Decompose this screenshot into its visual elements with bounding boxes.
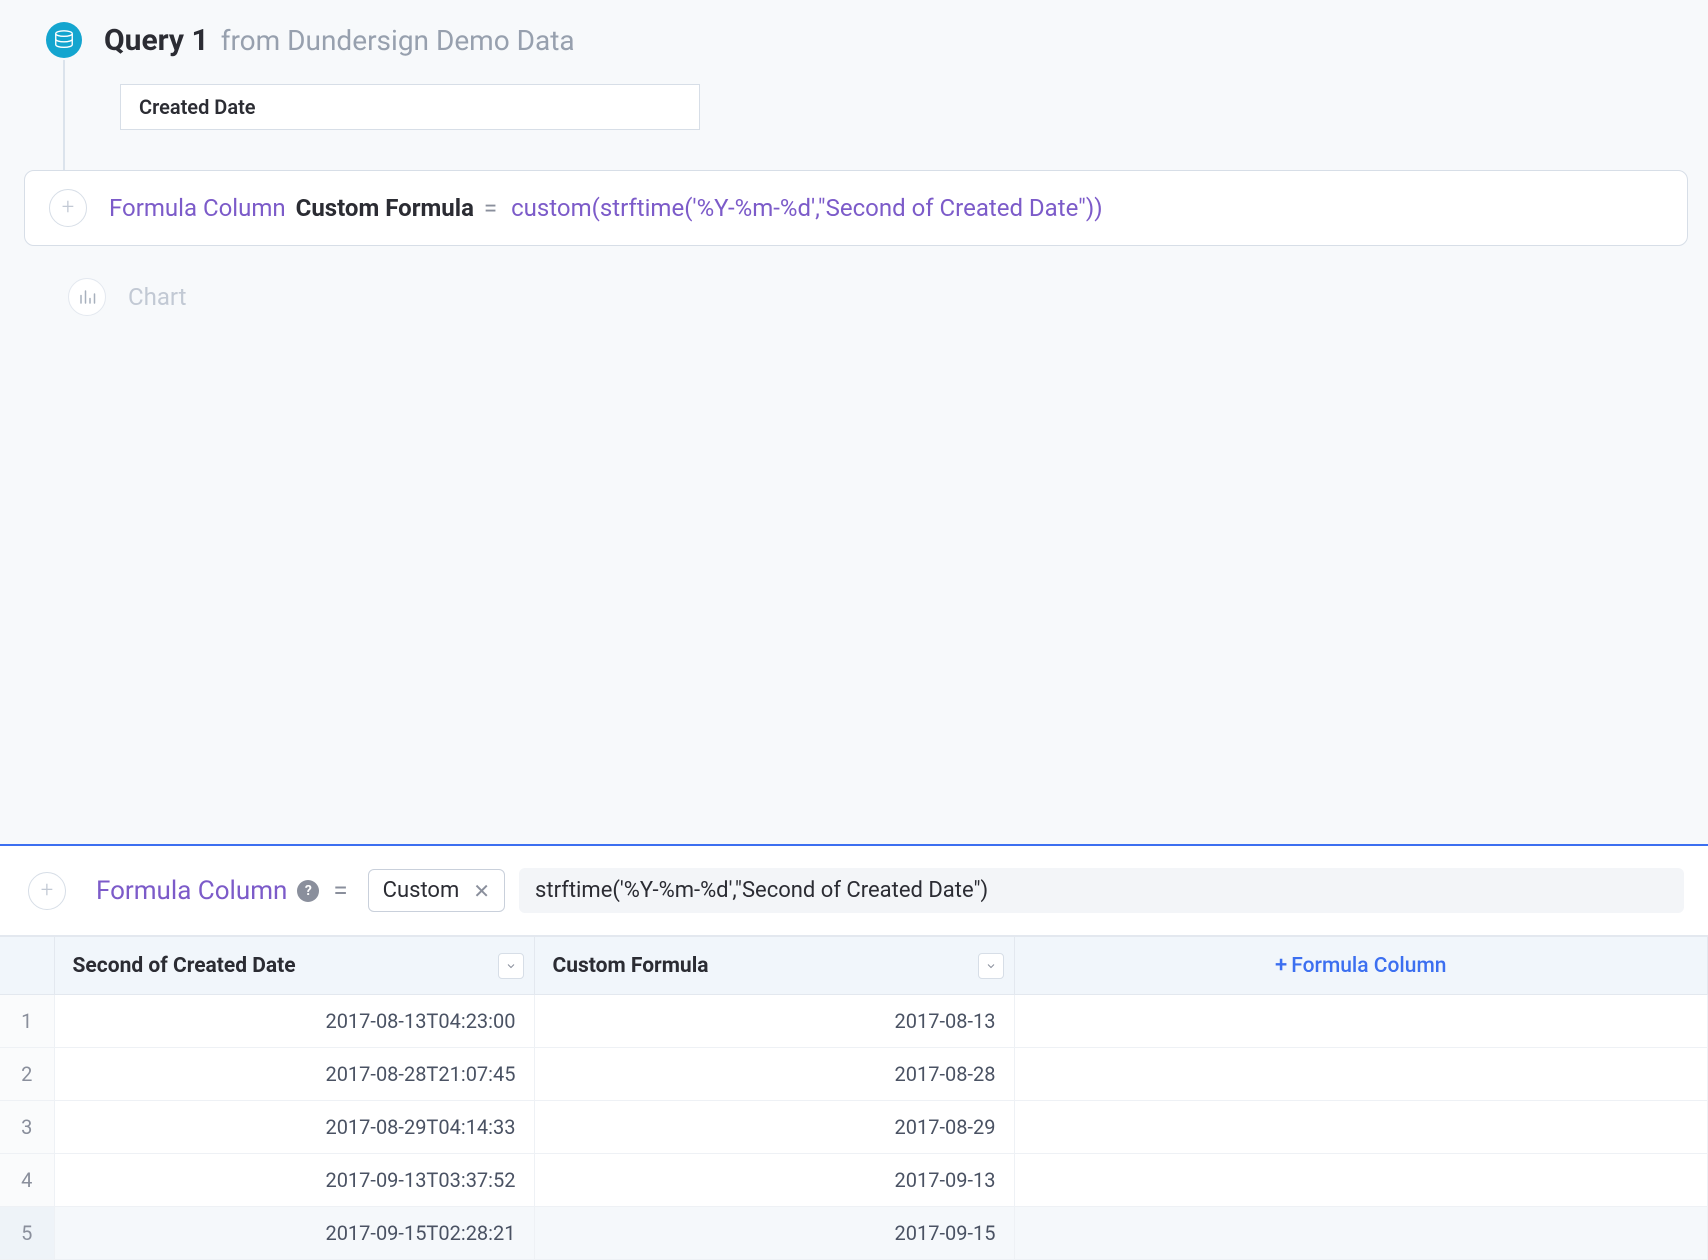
table-row[interactable]: 12017-08-13T04:23:002017-08-13: [0, 995, 1708, 1048]
chart-icon: [68, 278, 106, 316]
column-header-second[interactable]: Second of Created Date: [54, 937, 534, 995]
add-formula-button[interactable]: +: [49, 189, 87, 227]
close-icon[interactable]: ✕: [473, 879, 490, 903]
row-number: 2: [0, 1048, 54, 1101]
row-number: 3: [0, 1101, 54, 1154]
results-panel: + Formula Column ? = Custom ✕ Second of …: [0, 844, 1708, 1260]
editor-formula-label: Formula Column: [96, 876, 287, 906]
column-header-custom[interactable]: Custom Formula: [534, 937, 1014, 995]
cell-blank: [1014, 1101, 1708, 1154]
formula-column-label: Formula Column: [109, 194, 286, 222]
function-chip-custom[interactable]: Custom ✕: [368, 869, 505, 912]
help-icon[interactable]: ?: [297, 880, 319, 902]
chevron-down-icon[interactable]: [978, 953, 1004, 979]
expression-input-wrap[interactable]: [519, 868, 1684, 913]
cell-second[interactable]: 2017-08-28T21:07:45: [54, 1048, 534, 1101]
cell-custom[interactable]: 2017-09-13: [534, 1154, 1014, 1207]
row-number: 4: [0, 1154, 54, 1207]
row-number: 1: [0, 995, 54, 1048]
plus-icon: +: [41, 880, 53, 902]
selected-column-pill[interactable]: Created Date: [120, 84, 700, 130]
cell-second[interactable]: 2017-08-29T04:14:33: [54, 1101, 534, 1154]
query-header: Query 1 from Dundersign Demo Data: [46, 22, 1680, 58]
table-row[interactable]: 32017-08-29T04:14:332017-08-29: [0, 1101, 1708, 1154]
query-from-label: from Dundersign Demo Data: [221, 24, 575, 57]
database-icon[interactable]: [46, 22, 82, 58]
plus-icon: +: [62, 197, 74, 219]
cell-second[interactable]: 2017-08-13T04:23:00: [54, 995, 534, 1048]
cell-second[interactable]: 2017-09-13T03:37:52: [54, 1154, 534, 1207]
query-builder-area: Query 1 from Dundersign Demo Data Create…: [0, 0, 1708, 316]
cell-custom[interactable]: 2017-09-15: [534, 1207, 1014, 1260]
plus-icon: +: [1275, 953, 1287, 978]
add-formula-column-button[interactable]: +Formula Column: [1014, 937, 1708, 995]
cell-blank: [1014, 1207, 1708, 1260]
expression-input[interactable]: [535, 878, 1668, 903]
row-number: 5: [0, 1207, 54, 1260]
table-row[interactable]: 22017-08-28T21:07:452017-08-28: [0, 1048, 1708, 1101]
cell-blank: [1014, 995, 1708, 1048]
query-title[interactable]: Query 1: [104, 23, 209, 58]
cell-blank: [1014, 1048, 1708, 1101]
cell-second[interactable]: 2017-09-15T02:28:21: [54, 1207, 534, 1260]
table-row[interactable]: 52017-09-15T02:28:212017-09-15: [0, 1207, 1708, 1260]
formula-editor-row: + Formula Column ? = Custom ✕: [0, 846, 1708, 936]
cell-custom[interactable]: 2017-08-28: [534, 1048, 1014, 1101]
selected-column-row: Created Date: [120, 84, 1680, 130]
chart-label: Chart: [128, 283, 186, 311]
formula-column-name[interactable]: Custom Formula: [296, 194, 474, 222]
chevron-down-icon[interactable]: [498, 953, 524, 979]
formula-expression[interactable]: custom(strftime('%Y-%m-%d',"Second of Cr…: [511, 194, 1102, 222]
rownum-header: [0, 937, 54, 995]
cell-blank: [1014, 1154, 1708, 1207]
formula-column-card[interactable]: + Formula Column Custom Formula = custom…: [24, 170, 1688, 246]
results-table: Second of Created Date Custom Formula +F…: [0, 936, 1708, 1260]
table-row[interactable]: 42017-09-13T03:37:522017-09-13: [0, 1154, 1708, 1207]
equals-sign: =: [484, 194, 497, 222]
equals-sign: =: [333, 876, 347, 906]
add-step-button[interactable]: +: [28, 872, 66, 910]
chip-label: Custom: [383, 878, 460, 903]
chart-step[interactable]: Chart: [68, 278, 1680, 316]
cell-custom[interactable]: 2017-08-13: [534, 995, 1014, 1048]
cell-custom[interactable]: 2017-08-29: [534, 1101, 1014, 1154]
